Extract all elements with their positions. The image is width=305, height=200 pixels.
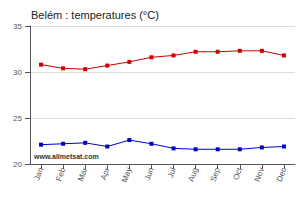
svg-text:Aug: Aug [187, 166, 200, 182]
svg-text:www.allmetsat.com: www.allmetsat.com [33, 153, 99, 160]
svg-text:Sep: Sep [209, 166, 223, 183]
svg-text:May: May [120, 166, 134, 183]
svg-text:Feb: Feb [54, 166, 67, 183]
svg-text:35: 35 [13, 22, 22, 31]
svg-text:30: 30 [13, 68, 22, 77]
svg-text:Oct: Oct [231, 166, 244, 182]
svg-text:25: 25 [13, 114, 22, 123]
svg-text:Nov: Nov [253, 166, 266, 182]
svg-text:Jul: Jul [166, 166, 178, 179]
svg-text:Apr: Apr [99, 166, 112, 181]
svg-text:Mar: Mar [76, 166, 89, 182]
svg-text:20: 20 [13, 160, 22, 169]
svg-text:Dec: Dec [275, 166, 288, 182]
svg-text:Jun: Jun [143, 166, 156, 181]
svg-text:Jan: Jan [32, 166, 45, 181]
svg-text:Belém : temperatures (°C): Belém : temperatures (°C) [31, 9, 159, 21]
